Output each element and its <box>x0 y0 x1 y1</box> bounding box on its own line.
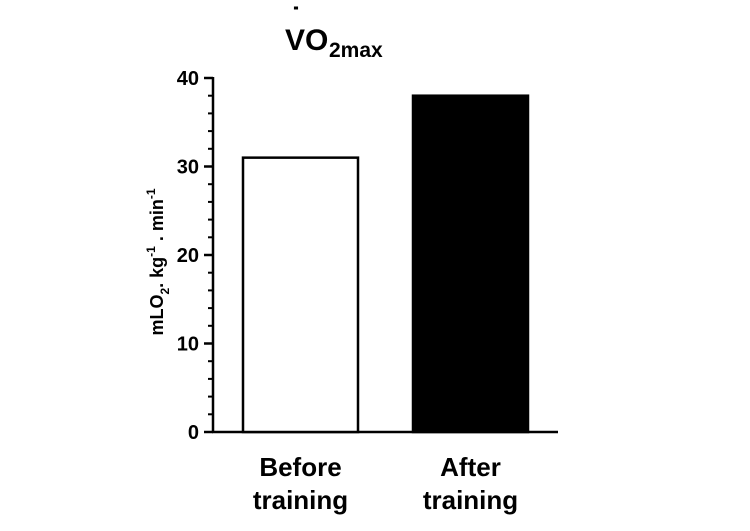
ylabel-superscript1: -1 <box>144 246 158 257</box>
y-tick-label: 20 <box>177 245 199 267</box>
ylabel-superscript2: -1 <box>144 188 158 199</box>
x-tick-label: training <box>423 485 518 515</box>
title-o: O <box>305 24 328 57</box>
ylabel-part2: . kg <box>147 257 167 288</box>
y-tick-label: 10 <box>177 334 199 356</box>
y-tick-label: 0 <box>188 422 199 444</box>
svg-text:mLO2. kg-1 . min-1: mLO2. kg-1 . min-1 <box>144 188 172 335</box>
bar-before-training <box>241 156 360 434</box>
y-tick-label: 40 <box>177 68 199 90</box>
y-axis-label: mLO2. kg-1 . min-1 <box>144 188 172 335</box>
y-tick-label: 30 <box>177 157 199 179</box>
ylabel-part1: mLO <box>147 295 167 336</box>
ylabel-part3: . min <box>147 199 167 246</box>
title-subscript: 2max <box>329 39 383 62</box>
ylabel-subscript: 2 <box>158 288 172 295</box>
bars <box>241 94 530 434</box>
title-dot: ˙ <box>291 2 301 35</box>
title-v: V <box>285 24 305 57</box>
x-tick-label: Before <box>259 452 341 482</box>
chart-title: V ˙ O 2max <box>285 2 383 62</box>
x-tick-label: training <box>253 485 348 515</box>
y-axis-ticks: 0 10 20 30 40 <box>177 68 213 444</box>
x-tick-label: After <box>440 452 501 482</box>
bar-after-training <box>411 94 530 434</box>
